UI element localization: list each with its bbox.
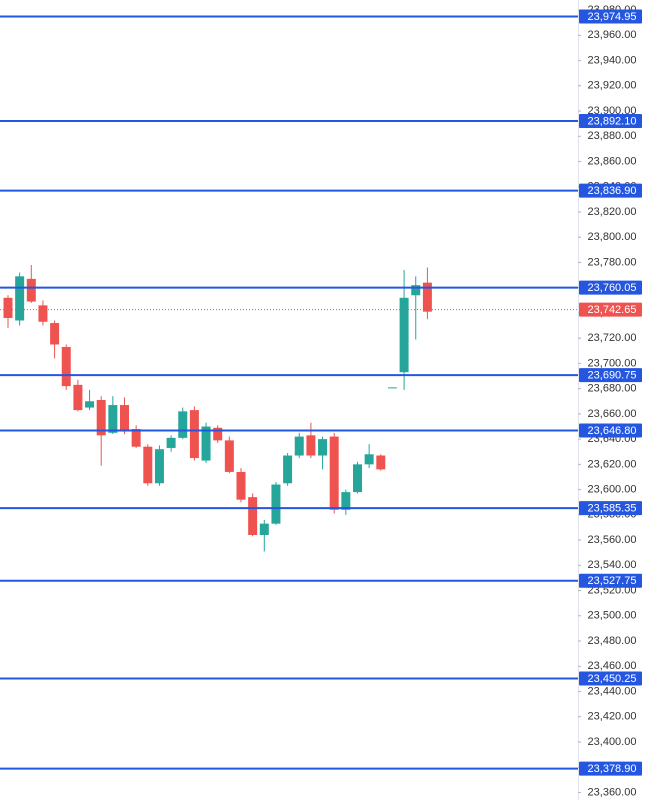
candle-body (213, 427, 223, 441)
candle-body (224, 440, 234, 472)
candle-body (131, 429, 141, 447)
y-tick-label: 23,460.00 (588, 660, 637, 672)
last-price-label: 23,742.65 (588, 304, 637, 316)
y-tick-label: 23,420.00 (588, 711, 637, 723)
candle-body (73, 384, 83, 411)
price-line-label: 23,690.75 (588, 369, 637, 381)
price-line-box (579, 183, 642, 198)
y-tick-label: 23,700.00 (588, 357, 637, 369)
candle-body (154, 449, 164, 484)
y-tick-label: 23,860.00 (588, 155, 637, 167)
candle-body (341, 492, 351, 510)
y-tick-label: 23,600.00 (588, 483, 637, 495)
candle-body (120, 405, 129, 432)
y-tick-label: 23,820.00 (588, 206, 637, 218)
candle-body (422, 282, 432, 312)
candle-body (15, 276, 25, 321)
candle-body (61, 347, 71, 387)
candle-body (294, 436, 304, 456)
candle-body (283, 455, 293, 484)
price-line-label: 23,760.05 (588, 282, 637, 294)
price-line-box (579, 573, 642, 588)
price-line-box (579, 761, 642, 776)
candle-body (3, 297, 13, 318)
price-line-label: 23,527.75 (588, 575, 637, 587)
candle-body (364, 454, 374, 465)
candle-body (411, 285, 421, 296)
candle-body (236, 471, 246, 500)
price-line-box (579, 501, 642, 516)
y-tick-label: 23,360.00 (588, 786, 637, 798)
candle-body (306, 435, 316, 456)
price-line-label: 23,646.80 (588, 425, 637, 437)
candle-body (85, 401, 95, 408)
candle-body (353, 464, 362, 493)
price-line-label: 23,836.90 (588, 185, 637, 197)
y-tick-label: 23,900.00 (588, 105, 637, 117)
price-line-label: 23,378.90 (588, 763, 637, 775)
candle-body (26, 278, 36, 302)
y-tick-label: 23,720.00 (588, 332, 637, 344)
candle-body (201, 426, 211, 461)
candle-body (96, 400, 106, 436)
candle-body (38, 305, 48, 322)
price-line-box (579, 423, 642, 438)
y-tick-label: 23,680.00 (588, 383, 637, 395)
price-line-box (579, 368, 642, 383)
y-tick-label: 23,660.00 (588, 408, 637, 420)
candle-body (166, 437, 176, 448)
y-tick-label: 23,960.00 (588, 29, 637, 41)
y-tick-label: 23,560.00 (588, 534, 637, 546)
y-tick-label: 23,540.00 (588, 559, 637, 571)
price-line-box (579, 671, 642, 686)
y-tick-label: 23,920.00 (588, 80, 637, 92)
price-line-label: 23,892.10 (588, 115, 637, 127)
y-tick-label: 23,940.00 (588, 54, 637, 66)
candle-body (376, 455, 386, 470)
y-tick-label: 23,440.00 (588, 685, 637, 697)
price-line-box (579, 280, 642, 295)
candle-body (189, 410, 199, 459)
price-line-label: 23,450.25 (588, 673, 637, 685)
candle-body (178, 411, 188, 438)
price-line-label: 23,585.35 (588, 502, 637, 514)
candle-body (50, 323, 60, 345)
price-line-box (579, 114, 642, 129)
y-tick-label: 23,400.00 (588, 736, 637, 748)
y-tick-label: 23,880.00 (588, 130, 637, 142)
y-tick-label: 23,500.00 (588, 610, 637, 622)
candle-body (399, 297, 409, 373)
candle-body (329, 436, 339, 510)
y-tick-label: 23,480.00 (588, 635, 637, 647)
candle-body (143, 446, 153, 484)
y-tick-label: 23,620.00 (588, 458, 637, 470)
candle-body (108, 405, 118, 433)
price-line-box (579, 9, 642, 24)
candle-body (318, 439, 328, 456)
last-price-box (579, 302, 642, 317)
y-tick-label: 23,800.00 (588, 231, 637, 243)
y-tick-label: 23,780.00 (588, 256, 637, 268)
candle-body (248, 497, 258, 536)
candle-body (271, 484, 281, 524)
candle-body (259, 523, 269, 536)
candle-body (387, 387, 397, 389)
price-line-label: 23,974.95 (588, 11, 637, 23)
